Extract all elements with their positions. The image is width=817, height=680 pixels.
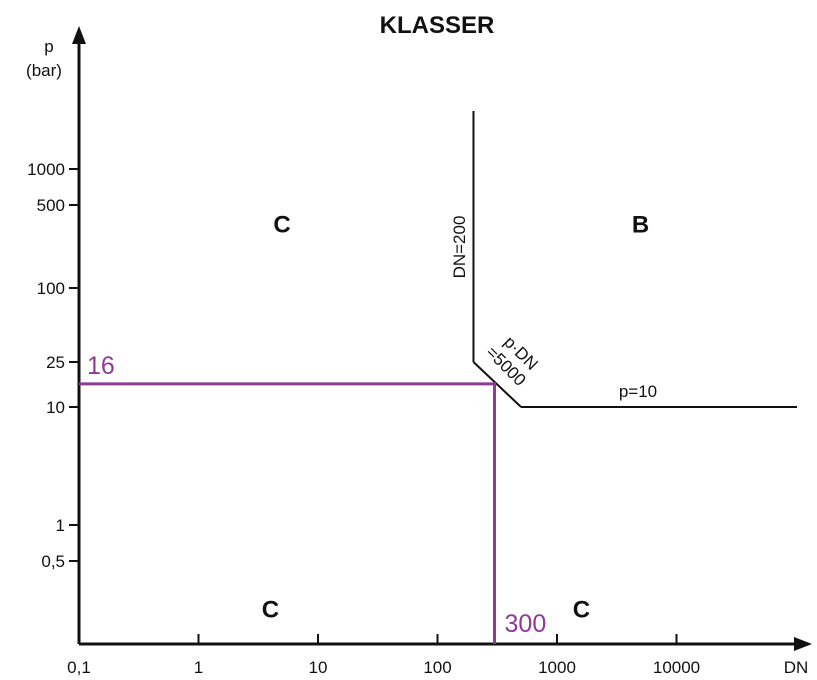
y-axis-label: p (bar)	[26, 37, 62, 80]
boundary-labels: DN=200 p·DN =5000 p=10	[450, 216, 657, 401]
chart-title: KLASSER	[380, 12, 495, 39]
x-ticks: 0,1 1 10 100 1000 10000	[67, 634, 700, 677]
highlight-dn-label: 300	[505, 610, 547, 638]
y-axis-label-p: p	[44, 37, 53, 56]
x-tick-label: 1000	[538, 658, 576, 677]
y-tick-label: 1000	[27, 160, 65, 179]
boundary-segment	[472, 361, 522, 408]
y-tick-label: 100	[37, 279, 65, 298]
region-label: C	[573, 596, 590, 623]
y-tick-label: 0,5	[41, 552, 65, 571]
region-label: B	[632, 211, 649, 238]
y-tick-label: 1	[56, 516, 65, 535]
axes	[72, 26, 812, 651]
region-labels: C B C C	[262, 211, 649, 623]
x-tick-label: 10000	[653, 658, 700, 677]
y-tick-label: 10	[46, 398, 65, 417]
highlight-lines: 16 300	[79, 352, 546, 644]
x-tick-label: 1	[194, 658, 203, 677]
y-ticks: 0,5 1 10 25 100 500 1000	[27, 160, 79, 571]
highlight-pressure-label: 16	[87, 352, 115, 380]
y-axis-label-unit: (bar)	[26, 61, 62, 80]
y-tick-label: 25	[46, 353, 65, 372]
y-axis-arrow	[72, 26, 86, 44]
x-axis-arrow	[794, 637, 812, 651]
x-tick-label: 10	[309, 658, 328, 677]
region-label: C	[262, 596, 279, 623]
x-tick-label: 0,1	[67, 658, 91, 677]
region-label: C	[273, 211, 290, 238]
y-tick-label: 500	[37, 196, 65, 215]
x-axis-label: DN	[784, 658, 809, 677]
boundary-label-dn200: DN=200	[450, 216, 469, 279]
boundary-series	[472, 111, 797, 408]
x-tick-label: 100	[423, 658, 451, 677]
boundary-label-p10: p=10	[619, 382, 657, 401]
